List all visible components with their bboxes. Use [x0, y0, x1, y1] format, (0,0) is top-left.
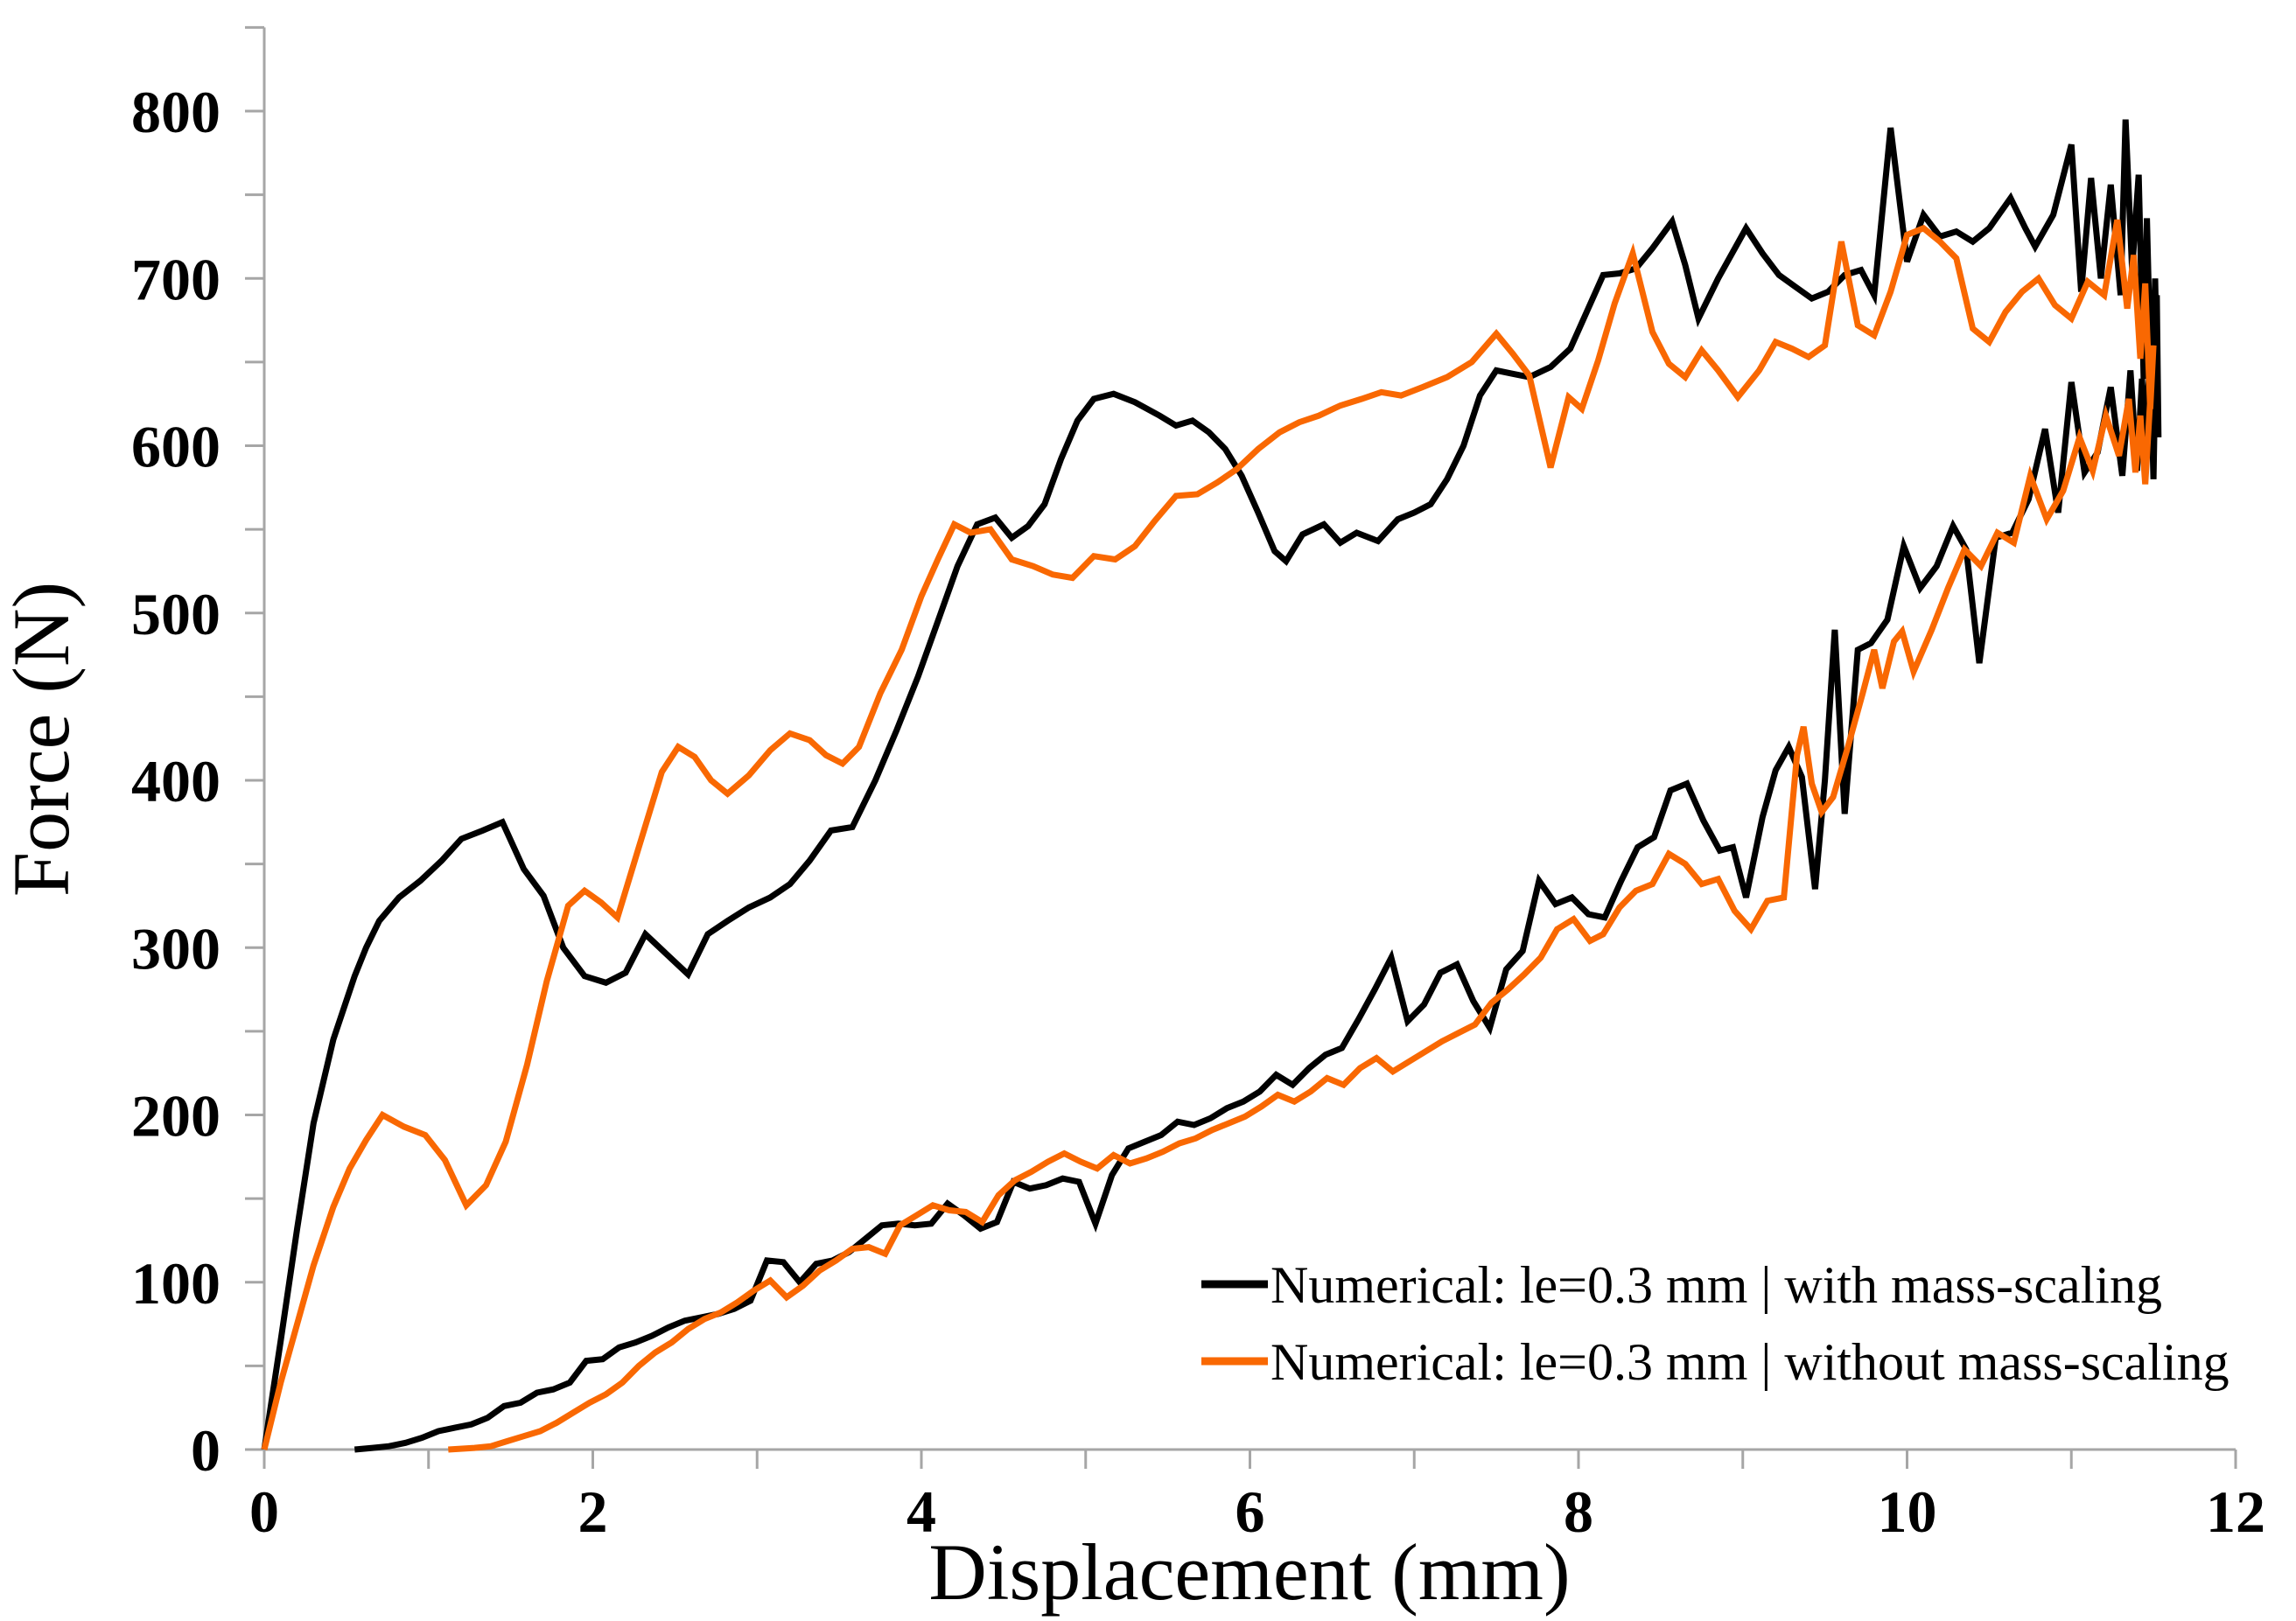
axes-layer: 0 100 200 300 400 500 600 700 800 0 2 4 6 8 10 12: [131, 25, 2265, 1545]
y-tick-label-600: 600: [131, 414, 220, 480]
x-axis-title: Displacement (mm): [928, 1527, 1570, 1617]
series-layer: [261, 119, 2162, 1453]
x-tick-label-4: 4: [906, 1478, 936, 1545]
x-tick-label-12: 12: [2206, 1478, 2265, 1545]
y-axis-title: Force (N): [0, 582, 86, 897]
y-tick-label-800: 800: [131, 79, 220, 145]
legend-item-with-mass-scaling: Numerical: le=0.3 mm | with mass-scaling: [1201, 1256, 2162, 1314]
x-tick-label-6: 6: [1236, 1478, 1265, 1545]
y-tick-label-400: 400: [131, 748, 220, 814]
x-tick-label-2: 2: [578, 1478, 608, 1545]
x-tick-label-8: 8: [1564, 1478, 1593, 1545]
x-tick-label-10: 10: [1878, 1478, 1937, 1545]
y-tick-label-200: 200: [131, 1083, 220, 1149]
legend-label-without-mass-scaling: Numerical: le=0.3 mm | without mass-scal…: [1270, 1333, 2230, 1391]
y-tick-label-100: 100: [131, 1250, 220, 1317]
y-tick-label-300: 300: [131, 915, 220, 982]
legend: Numerical: le=0.3 mm | with mass-scaling…: [1201, 1256, 2230, 1391]
y-tick-label-500: 500: [131, 581, 220, 647]
y-tick-label-0: 0: [191, 1417, 220, 1484]
series-line-with-mass-scaling: [261, 119, 2162, 1453]
legend-label-with-mass-scaling: Numerical: le=0.3 mm | with mass-scaling: [1270, 1256, 2162, 1314]
x-tick-label-0: 0: [249, 1478, 279, 1545]
series-line-without-mass-scaling: [261, 219, 2157, 1453]
y-tick-label-700: 700: [131, 246, 220, 312]
legend-item-without-mass-scaling: Numerical: le=0.3 mm | without mass-scal…: [1201, 1333, 2230, 1391]
